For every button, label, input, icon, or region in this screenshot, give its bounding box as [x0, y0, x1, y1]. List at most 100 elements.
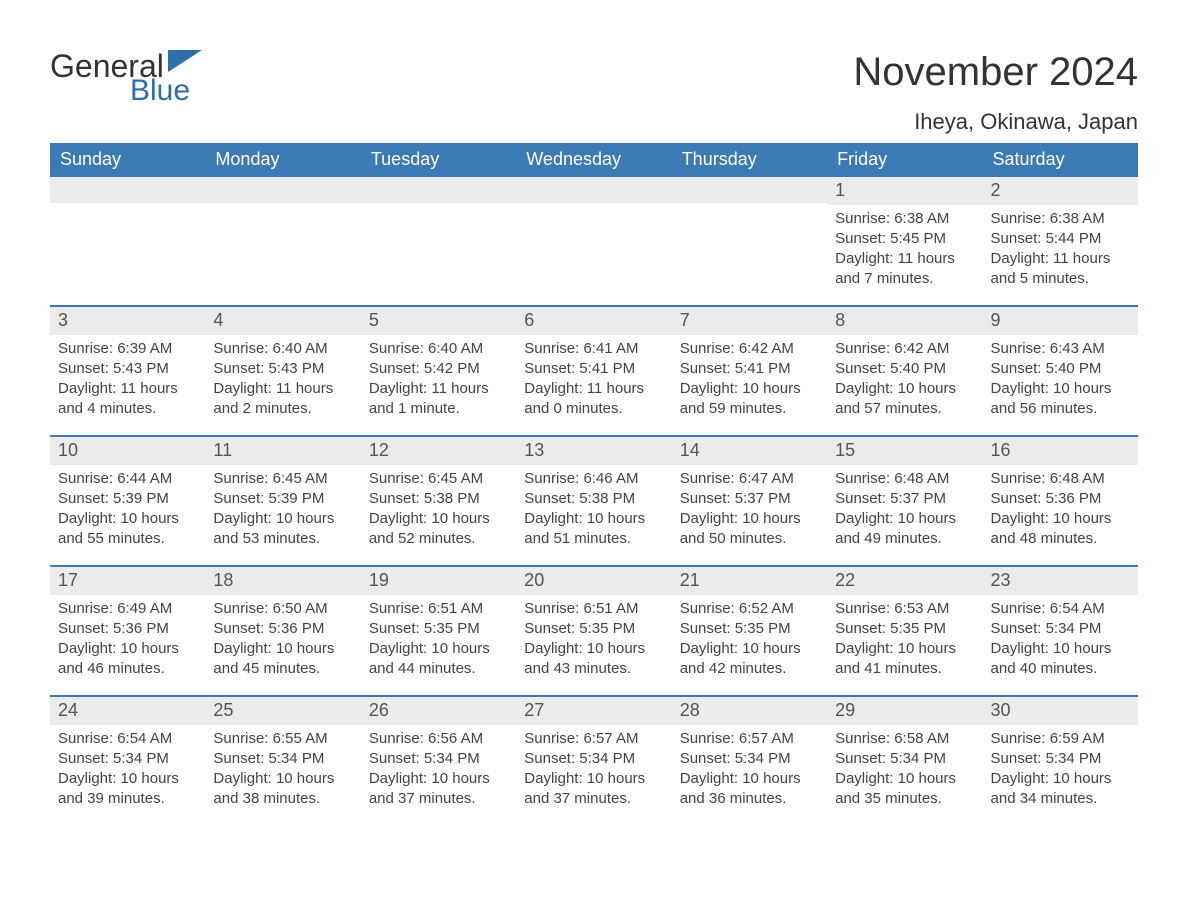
- calendar-week: 17Sunrise: 6:49 AMSunset: 5:36 PMDayligh…: [50, 565, 1138, 695]
- sunrise-text: Sunrise: 6:48 AM: [991, 469, 1130, 489]
- calendar-day: 20Sunrise: 6:51 AMSunset: 5:35 PMDayligh…: [516, 567, 671, 695]
- brand-logo: General Blue: [50, 50, 202, 106]
- day-body: Sunrise: 6:57 AMSunset: 5:34 PMDaylight:…: [672, 725, 827, 818]
- daylight-text: Daylight: 10 hours and 49 minutes.: [835, 509, 974, 550]
- daylight-text: Daylight: 10 hours and 44 minutes.: [369, 639, 508, 680]
- day-body: Sunrise: 6:43 AMSunset: 5:40 PMDaylight:…: [983, 335, 1138, 428]
- sunrise-text: Sunrise: 6:43 AM: [991, 339, 1130, 359]
- sunset-text: Sunset: 5:35 PM: [524, 619, 663, 639]
- calendar-day: 9Sunrise: 6:43 AMSunset: 5:40 PMDaylight…: [983, 307, 1138, 435]
- sunrise-text: Sunrise: 6:54 AM: [991, 599, 1130, 619]
- location-title: Iheya, Okinawa, Japan: [853, 109, 1138, 135]
- sunrise-text: Sunrise: 6:42 AM: [680, 339, 819, 359]
- calendar-day: 6Sunrise: 6:41 AMSunset: 5:41 PMDaylight…: [516, 307, 671, 435]
- sunset-text: Sunset: 5:34 PM: [680, 749, 819, 769]
- day-number: 20: [516, 567, 671, 595]
- sunrise-text: Sunrise: 6:38 AM: [991, 209, 1130, 229]
- day-body: Sunrise: 6:59 AMSunset: 5:34 PMDaylight:…: [983, 725, 1138, 818]
- daylight-text: Daylight: 11 hours and 0 minutes.: [524, 379, 663, 420]
- sunset-text: Sunset: 5:35 PM: [835, 619, 974, 639]
- day-body: Sunrise: 6:47 AMSunset: 5:37 PMDaylight:…: [672, 465, 827, 558]
- daylight-text: Daylight: 10 hours and 57 minutes.: [835, 379, 974, 420]
- day-body: Sunrise: 6:38 AMSunset: 5:45 PMDaylight:…: [827, 205, 982, 298]
- sunset-text: Sunset: 5:43 PM: [58, 359, 197, 379]
- calendar-day: 8Sunrise: 6:42 AMSunset: 5:40 PMDaylight…: [827, 307, 982, 435]
- sunset-text: Sunset: 5:36 PM: [991, 489, 1130, 509]
- day-number: 1: [827, 177, 982, 205]
- daylight-text: Daylight: 10 hours and 41 minutes.: [835, 639, 974, 680]
- weekday-header: Tuesday: [361, 143, 516, 177]
- day-body: Sunrise: 6:40 AMSunset: 5:43 PMDaylight:…: [205, 335, 360, 428]
- sunrise-text: Sunrise: 6:56 AM: [369, 729, 508, 749]
- calendar-week: 10Sunrise: 6:44 AMSunset: 5:39 PMDayligh…: [50, 435, 1138, 565]
- day-body: Sunrise: 6:48 AMSunset: 5:36 PMDaylight:…: [983, 465, 1138, 558]
- day-body: Sunrise: 6:42 AMSunset: 5:40 PMDaylight:…: [827, 335, 982, 428]
- day-number: 24: [50, 697, 205, 725]
- day-body: Sunrise: 6:41 AMSunset: 5:41 PMDaylight:…: [516, 335, 671, 428]
- calendar-day: 24Sunrise: 6:54 AMSunset: 5:34 PMDayligh…: [50, 697, 205, 825]
- calendar-day: 2Sunrise: 6:38 AMSunset: 5:44 PMDaylight…: [983, 177, 1138, 305]
- calendar-day: 1Sunrise: 6:38 AMSunset: 5:45 PMDaylight…: [827, 177, 982, 305]
- calendar-day: 22Sunrise: 6:53 AMSunset: 5:35 PMDayligh…: [827, 567, 982, 695]
- sunrise-text: Sunrise: 6:57 AM: [680, 729, 819, 749]
- sunset-text: Sunset: 5:37 PM: [680, 489, 819, 509]
- day-number: 14: [672, 437, 827, 465]
- sunset-text: Sunset: 5:35 PM: [369, 619, 508, 639]
- day-body: Sunrise: 6:48 AMSunset: 5:37 PMDaylight:…: [827, 465, 982, 558]
- daylight-text: Daylight: 10 hours and 40 minutes.: [991, 639, 1130, 680]
- day-number: 26: [361, 697, 516, 725]
- day-number: 2: [983, 177, 1138, 205]
- sunrise-text: Sunrise: 6:45 AM: [213, 469, 352, 489]
- page: General Blue November 2024 Iheya, Okinaw…: [0, 0, 1188, 865]
- day-number: 10: [50, 437, 205, 465]
- sunrise-text: Sunrise: 6:53 AM: [835, 599, 974, 619]
- sunrise-text: Sunrise: 6:46 AM: [524, 469, 663, 489]
- calendar-day: 16Sunrise: 6:48 AMSunset: 5:36 PMDayligh…: [983, 437, 1138, 565]
- header-area: General Blue November 2024 Iheya, Okinaw…: [50, 50, 1138, 135]
- day-body: [50, 203, 205, 293]
- daylight-text: Daylight: 10 hours and 56 minutes.: [991, 379, 1130, 420]
- calendar-day: 14Sunrise: 6:47 AMSunset: 5:37 PMDayligh…: [672, 437, 827, 565]
- sunrise-text: Sunrise: 6:45 AM: [369, 469, 508, 489]
- daylight-text: Daylight: 10 hours and 52 minutes.: [369, 509, 508, 550]
- day-body: [516, 203, 671, 293]
- sunset-text: Sunset: 5:36 PM: [213, 619, 352, 639]
- day-number: 29: [827, 697, 982, 725]
- weekday-header-row: Sunday Monday Tuesday Wednesday Thursday…: [50, 143, 1138, 177]
- flag-icon: [168, 50, 202, 76]
- calendar-day: 17Sunrise: 6:49 AMSunset: 5:36 PMDayligh…: [50, 567, 205, 695]
- sunrise-text: Sunrise: 6:38 AM: [835, 209, 974, 229]
- day-number: 6: [516, 307, 671, 335]
- calendar-day: [50, 177, 205, 305]
- daylight-text: Daylight: 10 hours and 55 minutes.: [58, 509, 197, 550]
- calendar-day: [205, 177, 360, 305]
- day-body: Sunrise: 6:50 AMSunset: 5:36 PMDaylight:…: [205, 595, 360, 688]
- day-number: 11: [205, 437, 360, 465]
- daylight-text: Daylight: 10 hours and 35 minutes.: [835, 769, 974, 810]
- day-number: 17: [50, 567, 205, 595]
- daylight-text: Daylight: 10 hours and 37 minutes.: [524, 769, 663, 810]
- sunrise-text: Sunrise: 6:54 AM: [58, 729, 197, 749]
- day-body: [361, 203, 516, 293]
- sunrise-text: Sunrise: 6:51 AM: [369, 599, 508, 619]
- day-number: 27: [516, 697, 671, 725]
- sunrise-text: Sunrise: 6:48 AM: [835, 469, 974, 489]
- day-number: [205, 177, 360, 203]
- daylight-text: Daylight: 11 hours and 7 minutes.: [835, 249, 974, 290]
- daylight-text: Daylight: 10 hours and 36 minutes.: [680, 769, 819, 810]
- sunrise-text: Sunrise: 6:59 AM: [991, 729, 1130, 749]
- daylight-text: Daylight: 11 hours and 4 minutes.: [58, 379, 197, 420]
- day-body: Sunrise: 6:51 AMSunset: 5:35 PMDaylight:…: [516, 595, 671, 688]
- sunset-text: Sunset: 5:41 PM: [524, 359, 663, 379]
- day-number: 25: [205, 697, 360, 725]
- daylight-text: Daylight: 11 hours and 1 minute.: [369, 379, 508, 420]
- sunrise-text: Sunrise: 6:47 AM: [680, 469, 819, 489]
- sunset-text: Sunset: 5:37 PM: [835, 489, 974, 509]
- day-body: Sunrise: 6:51 AMSunset: 5:35 PMDaylight:…: [361, 595, 516, 688]
- brand-word2: Blue: [130, 76, 202, 106]
- day-body: Sunrise: 6:49 AMSunset: 5:36 PMDaylight:…: [50, 595, 205, 688]
- weekday-header: Friday: [827, 143, 982, 177]
- day-number: 28: [672, 697, 827, 725]
- daylight-text: Daylight: 10 hours and 50 minutes.: [680, 509, 819, 550]
- sunset-text: Sunset: 5:34 PM: [58, 749, 197, 769]
